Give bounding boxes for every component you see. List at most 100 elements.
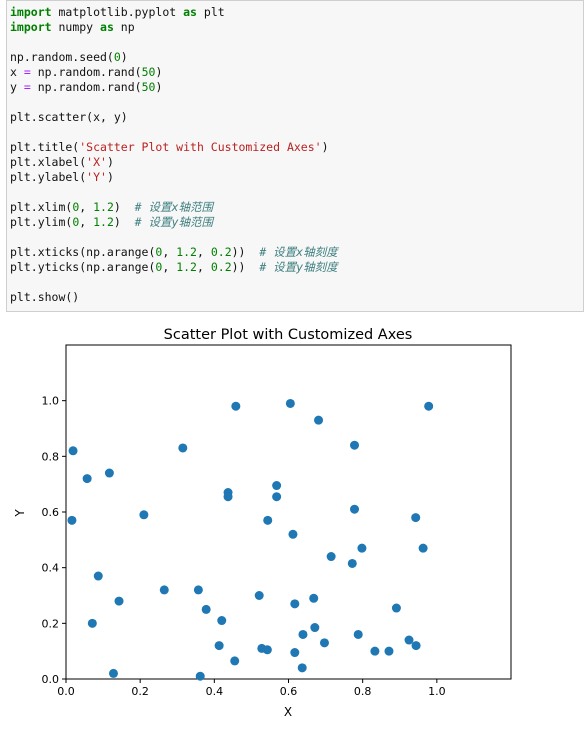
y-tick-label: 0.2 [42,617,60,630]
code-line: plt.ylim(0, 1.2) # 设置y轴范围 [10,215,338,230]
code-token: 'Scatter Plot with Customized Axes' [79,140,322,154]
code-token: plt.scatter(x, y) [10,110,128,124]
scatter-chart: Scatter Plot with Customized Axes 0.0 0.2… [13,327,512,719]
y-tick-label: 0.4 [42,562,60,575]
scatter-point [93,571,103,581]
scatter-point [384,646,394,656]
y-tick-label: 0.8 [42,450,60,463]
code-token: ) [155,65,163,79]
axes-frame [65,344,512,680]
scatter-point [217,616,227,626]
scatter-point [350,504,360,514]
scatter-point [353,629,363,639]
code-line: np.random.seed(0) [10,50,338,65]
code-token: plt.title( [10,140,80,154]
code-token: plt [196,5,225,19]
code-token: = [23,80,31,94]
code-line: plt.yticks(np.arange(0, 1.2, 0.2)) # 设置y… [10,260,338,275]
code-token: plt.xlabel( [10,155,87,169]
scatter-point [285,398,295,408]
scatter-point [272,492,282,502]
y-tick-label: 1.0 [42,395,60,408]
scatter-point [262,645,272,655]
code-line [10,95,338,110]
scatter-point [87,618,97,628]
scatter-point [214,641,224,651]
scatter-point [104,468,114,478]
code-line: import numpy as np [10,20,338,35]
code-token: )) [231,260,260,274]
code-token: 0.2 [210,260,232,274]
code-token: matplotlib.pyplot [51,5,184,19]
code-line [10,125,338,140]
scatter-point [114,596,124,606]
x-tick-label: 0.8 [354,685,372,698]
code-token: , [79,215,94,229]
scatter-point [424,401,434,411]
code-token: x [10,65,24,79]
code-line: x = np.random.rand(50) [10,65,338,80]
code-token: np [113,20,135,34]
code-line: plt.scatter(x, y) [10,110,338,125]
scatter-point [159,585,169,595]
y-axis-label: Y [13,509,27,518]
y-tick-label: 0.0 [42,673,60,686]
scatter-points [67,398,434,681]
code-token: , [79,200,94,214]
code-token: plt.show() [10,290,80,304]
x-axis: 0.0 0.2 0.4 0.6 0.8 1.0 [57,679,446,698]
code-editor[interactable]: import matplotlib.pyplot as plt import nu… [10,5,338,305]
x-tick-label: 1.0 [428,685,446,698]
code-token: ) [106,170,114,184]
code-line [10,230,338,245]
scatter-point [319,638,329,648]
scatter-point [254,591,264,600]
code-token: 50 [141,80,156,94]
scatter-point [223,492,233,502]
code-line: import matplotlib.pyplot as plt [10,5,338,20]
code-token: # 设置y轴刻度 [259,260,338,274]
code-line [10,35,338,50]
code-token: # 设置y轴范围 [134,215,213,229]
code-token: import [10,20,52,34]
scatter-point [418,543,428,553]
chart-title: Scatter Plot with Customized Axes [164,327,413,343]
x-tick-label: 0.6 [280,685,298,698]
code-line: plt.show() [10,290,338,305]
code-token: y [10,80,24,94]
code-cell[interactable]: import matplotlib.pyplot as plt import nu… [6,0,584,312]
scatter-point [310,623,320,633]
code-line: plt.ylabel('Y') [10,170,338,185]
code-line: plt.xlabel('X') [10,155,338,170]
scatter-point [298,629,308,639]
code-token: , [162,245,177,259]
code-token: as [100,20,114,34]
scatter-point [357,543,367,553]
scatter-point [404,635,414,645]
code-line [10,275,338,290]
code-token: , [162,260,177,274]
y-axis: 0.0 0.2 0.4 0.6 0.8 1.0 [42,395,66,686]
code-token: # 设置x轴范围 [134,200,213,214]
code-token: ) [321,140,329,154]
code-token: 0 [113,50,121,64]
scatter-point [350,440,360,450]
x-tick-label: 0.4 [206,685,224,698]
scatter-point [297,663,307,673]
scatter-point [231,401,241,411]
code-token: 'X' [86,155,107,169]
scatter-point [195,671,205,681]
scatter-point [178,443,188,453]
code-token: plt.ylabel( [10,170,87,184]
code-token: )) [231,245,260,259]
code-token: as [183,5,197,19]
scatter-point [139,510,149,520]
code-token: np.random.rand( [30,80,142,94]
code-token: , [196,260,211,274]
code-token: ) [113,215,135,229]
code-line [10,185,338,200]
code-token: 0 [155,260,163,274]
scatter-point [108,668,118,678]
code-token: np.random.seed( [10,50,114,64]
code-token: plt.xticks(np.arange( [10,245,156,259]
